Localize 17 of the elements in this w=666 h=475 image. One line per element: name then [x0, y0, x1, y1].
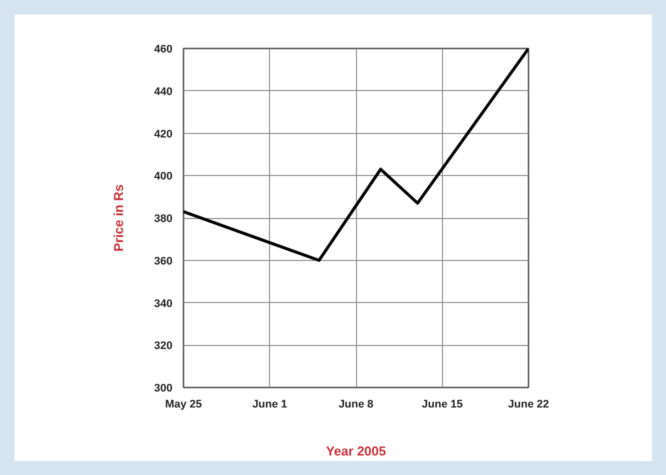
x-tick-label: June 15 [422, 398, 463, 410]
y-tick-label: 460 [154, 44, 173, 56]
y-axis-title: Price in Rs [111, 184, 126, 252]
y-tick-label: 400 [154, 170, 173, 183]
y-tick-label: 420 [154, 128, 173, 140]
x-axis-title: Year 2005 [326, 444, 386, 458]
y-tick-label: 320 [154, 340, 173, 352]
x-tick-label: June 22 [508, 398, 549, 410]
y-tick-label: 300 [154, 382, 173, 394]
y-tick-label: 440 [154, 86, 173, 98]
x-tick-label: June 8 [338, 398, 374, 410]
line-series [184, 48, 528, 262]
y-tick-label: 340 [154, 298, 173, 310]
y-tick-label: 380 [154, 213, 173, 225]
x-tick-label: May 25 [165, 398, 202, 410]
x-tick-label: June 1 [252, 398, 288, 410]
y-tick-label: 360 [154, 255, 173, 268]
